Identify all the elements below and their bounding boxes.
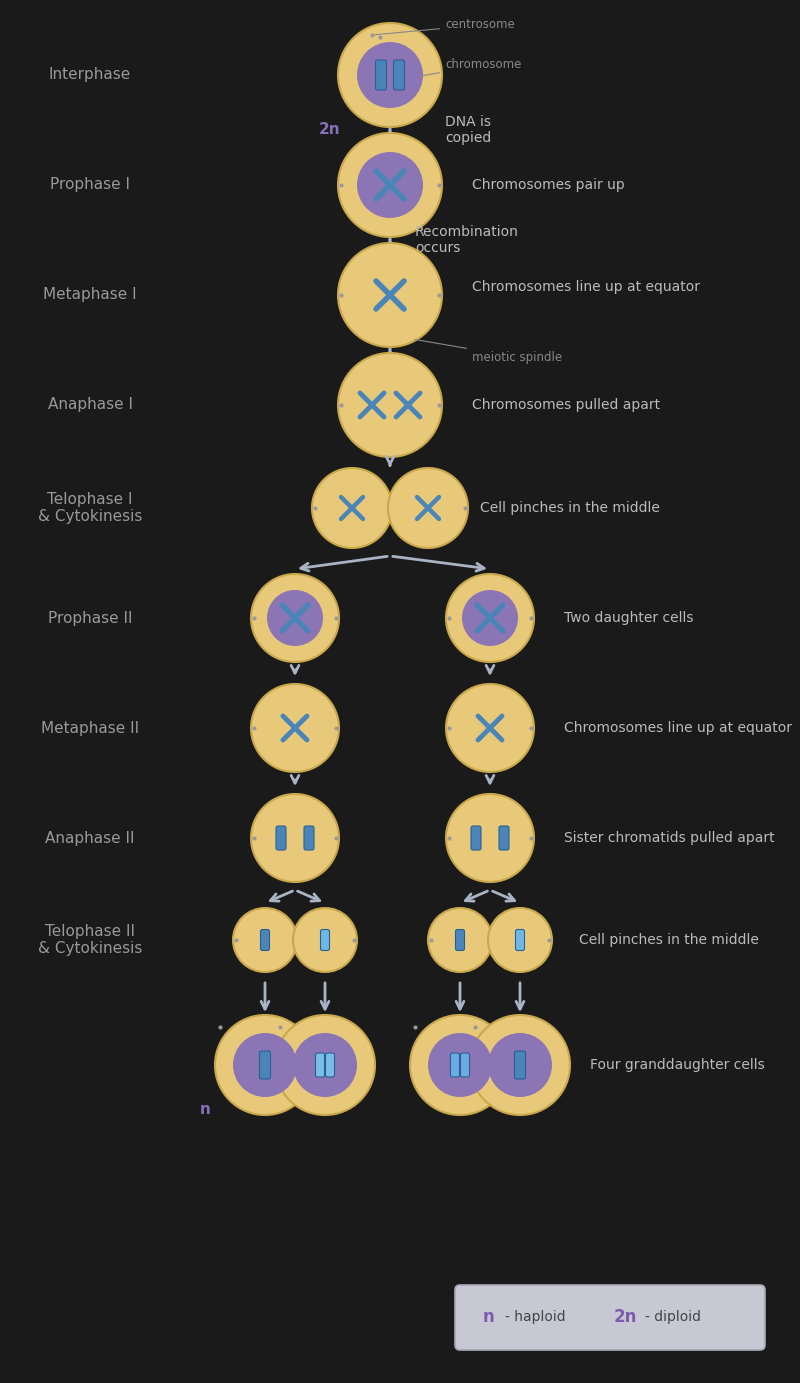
FancyBboxPatch shape — [455, 1285, 765, 1350]
Text: Prophase I: Prophase I — [50, 177, 130, 192]
Circle shape — [293, 909, 357, 972]
Circle shape — [251, 685, 339, 772]
Circle shape — [446, 794, 534, 882]
Text: Metaphase I: Metaphase I — [43, 288, 137, 303]
Circle shape — [388, 467, 468, 548]
Circle shape — [233, 909, 297, 972]
Circle shape — [446, 574, 534, 662]
Text: - haploid: - haploid — [505, 1311, 566, 1325]
Circle shape — [488, 1033, 552, 1097]
FancyBboxPatch shape — [375, 59, 386, 90]
Text: Sister chromatids pulled apart: Sister chromatids pulled apart — [564, 831, 774, 845]
Text: DNA is
copied: DNA is copied — [445, 115, 491, 145]
Text: centrosome: centrosome — [374, 18, 514, 35]
Text: Anaphase II: Anaphase II — [46, 831, 134, 845]
Text: Chromosomes pulled apart: Chromosomes pulled apart — [472, 398, 660, 412]
Text: Chromosomes pair up: Chromosomes pair up — [472, 178, 625, 192]
FancyBboxPatch shape — [276, 826, 286, 851]
FancyBboxPatch shape — [515, 929, 525, 950]
Text: Prophase II: Prophase II — [48, 610, 132, 625]
Text: Chromosomes line up at equator: Chromosomes line up at equator — [472, 279, 700, 295]
FancyBboxPatch shape — [315, 1052, 325, 1077]
Text: meiotic spindle: meiotic spindle — [414, 339, 562, 364]
Text: Telophase II
& Cytokinesis: Telophase II & Cytokinesis — [38, 924, 142, 956]
Circle shape — [428, 909, 492, 972]
FancyBboxPatch shape — [455, 929, 465, 950]
Circle shape — [338, 133, 442, 236]
FancyBboxPatch shape — [471, 826, 481, 851]
Circle shape — [338, 24, 442, 127]
FancyBboxPatch shape — [394, 59, 405, 90]
Circle shape — [446, 685, 534, 772]
FancyBboxPatch shape — [321, 929, 330, 950]
Text: Metaphase II: Metaphase II — [41, 721, 139, 736]
Circle shape — [267, 591, 323, 646]
Text: 2n: 2n — [614, 1308, 637, 1326]
Circle shape — [293, 1033, 357, 1097]
Circle shape — [251, 794, 339, 882]
Text: n: n — [199, 1102, 210, 1117]
Circle shape — [470, 1015, 570, 1115]
Circle shape — [312, 467, 392, 548]
Text: 2n: 2n — [319, 123, 341, 137]
Circle shape — [462, 591, 518, 646]
Circle shape — [275, 1015, 375, 1115]
Text: Four granddaughter cells: Four granddaughter cells — [590, 1058, 765, 1072]
Circle shape — [338, 243, 442, 347]
FancyBboxPatch shape — [499, 826, 509, 851]
Text: Interphase: Interphase — [49, 68, 131, 83]
FancyBboxPatch shape — [450, 1052, 459, 1077]
Text: Two daughter cells: Two daughter cells — [564, 611, 694, 625]
Text: Cell pinches in the middle: Cell pinches in the middle — [579, 934, 759, 947]
Circle shape — [357, 41, 423, 108]
Circle shape — [233, 1033, 297, 1097]
Circle shape — [488, 909, 552, 972]
Circle shape — [357, 152, 423, 219]
FancyBboxPatch shape — [326, 1052, 334, 1077]
Circle shape — [410, 1015, 510, 1115]
Text: n: n — [482, 1308, 494, 1326]
Text: chromosome: chromosome — [401, 58, 522, 79]
Circle shape — [251, 574, 339, 662]
FancyBboxPatch shape — [261, 929, 270, 950]
Text: Cell pinches in the middle: Cell pinches in the middle — [480, 501, 660, 514]
Text: Telophase I
& Cytokinesis: Telophase I & Cytokinesis — [38, 492, 142, 524]
Circle shape — [428, 1033, 492, 1097]
Text: - diploid: - diploid — [645, 1311, 701, 1325]
FancyBboxPatch shape — [259, 1051, 270, 1079]
Text: Recombination
occurs: Recombination occurs — [415, 225, 519, 254]
FancyBboxPatch shape — [461, 1052, 470, 1077]
Circle shape — [338, 353, 442, 456]
Text: Chromosomes line up at equator: Chromosomes line up at equator — [564, 721, 792, 734]
Circle shape — [215, 1015, 315, 1115]
FancyBboxPatch shape — [514, 1051, 526, 1079]
FancyBboxPatch shape — [304, 826, 314, 851]
Text: Anaphase I: Anaphase I — [47, 397, 133, 412]
